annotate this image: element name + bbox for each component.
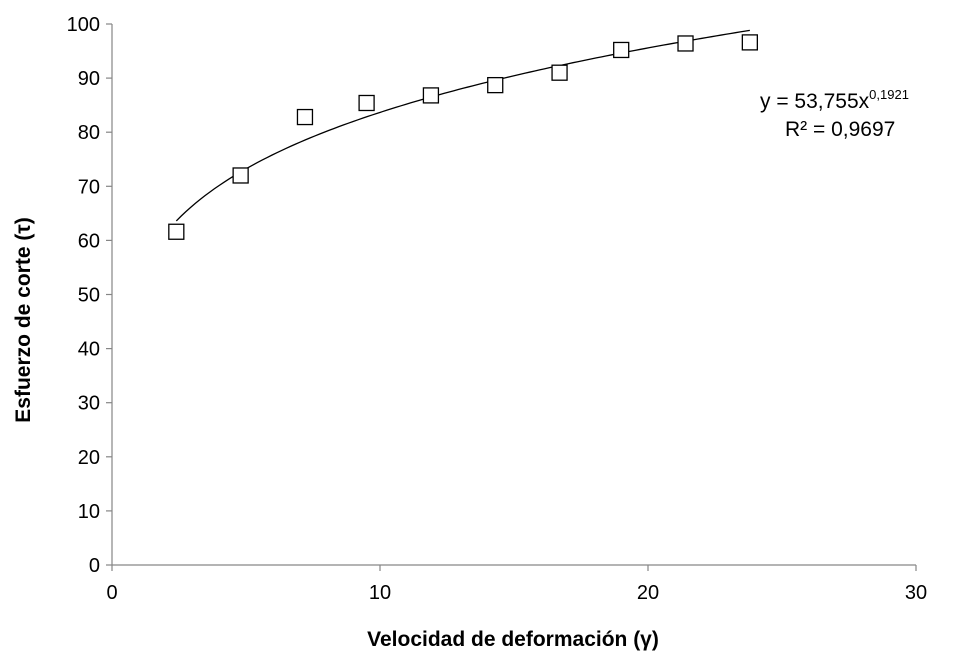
y-tick-label: 10 — [78, 501, 100, 523]
x-tick-label: 30 — [905, 582, 927, 604]
trendline — [175, 29, 750, 222]
equation-base: y = 53,755x — [760, 90, 870, 113]
data-point — [358, 94, 375, 112]
y-tick-label: 80 — [78, 122, 100, 144]
equation-exponent: 0,1921 — [869, 87, 909, 102]
y-tick-label: 100 — [67, 14, 100, 36]
data-point — [613, 41, 630, 59]
data-point — [168, 223, 185, 240]
data-point — [677, 35, 694, 52]
y-tick-label: 0 — [89, 555, 100, 577]
r-squared-label: R² = 0,9697 — [785, 118, 895, 141]
data-points — [168, 34, 758, 240]
y-tick-label: 70 — [78, 176, 100, 198]
data-point — [551, 64, 568, 81]
y-tick-label: 30 — [78, 393, 100, 415]
x-axis-ticks: 0 10 20 30 — [106, 565, 927, 604]
y-tick-label: 60 — [78, 230, 100, 252]
data-point — [741, 34, 758, 51]
y-axis-title: Esfuerzo de corte (τ) — [12, 217, 35, 422]
data-point — [487, 76, 504, 94]
data-point — [296, 108, 314, 126]
x-tick-label: 0 — [106, 582, 117, 604]
x-axis-title: Velocidad de deformación (γ) — [367, 628, 659, 651]
trendline-equation: y = 53,755x0,1921 — [760, 87, 909, 113]
x-tick-label: 20 — [637, 582, 659, 604]
y-axis-ticks: 0 10 20 30 40 50 60 70 80 90 100 — [67, 14, 112, 577]
x-tick-label: 10 — [369, 582, 391, 604]
y-tick-label: 50 — [78, 285, 100, 307]
y-tick-label: 90 — [78, 68, 100, 90]
data-point — [422, 87, 440, 104]
data-point — [232, 167, 249, 184]
y-tick-label: 40 — [78, 339, 100, 361]
y-tick-label: 20 — [78, 447, 100, 469]
